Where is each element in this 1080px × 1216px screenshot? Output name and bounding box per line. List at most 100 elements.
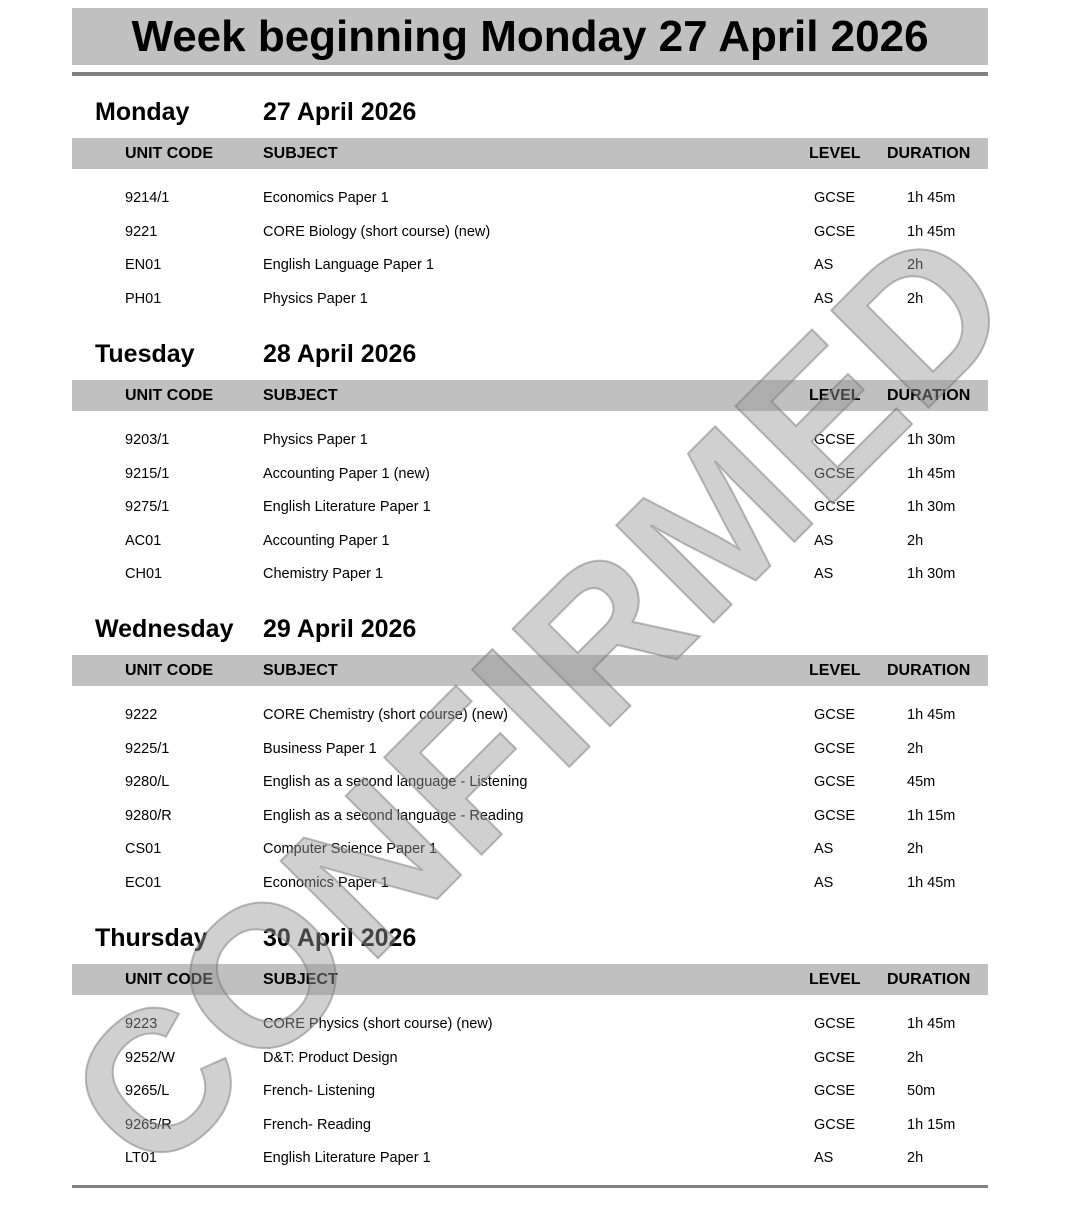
column-header-unit_code: UNIT CODE — [125, 971, 213, 988]
level-cell: GCSE — [814, 1016, 856, 1032]
table-row: CH01 Chemistry Paper 1 AS 1h 30m — [0, 558, 1080, 592]
level-cell: GCSE — [814, 223, 856, 240]
table-row: LT01 English Literature Paper 1 AS 2h — [0, 1142, 1080, 1176]
unit-code-cell: CS01 — [125, 841, 162, 857]
table-header: UNIT CODE SUBJECT LEVEL DURATION — [72, 655, 988, 686]
unit-code-cell: 9265/R — [125, 1116, 172, 1133]
subject-cell: Physics Paper 1 — [263, 290, 368, 307]
day-name: Thursday — [95, 924, 208, 952]
subject-cell: English as a second language - Listening — [263, 774, 528, 790]
level-cell: AS — [814, 257, 834, 273]
table-row: CS01 Computer Science Paper 1 AS 2h — [0, 833, 1080, 867]
table-header: UNIT CODE SUBJECT LEVEL DURATION — [72, 138, 988, 169]
subject-cell: Business Paper 1 — [263, 740, 377, 757]
column-header-level: LEVEL — [809, 145, 861, 162]
duration-cell: 2h — [907, 740, 924, 757]
level-cell: AS — [814, 841, 834, 857]
day-section-thursday: Thursday 30 April 2026 UNIT CODE SUBJECT LEV… — [0, 912, 1080, 1176]
duration-cell: 2h — [907, 1150, 924, 1166]
level-cell: AS — [814, 874, 834, 891]
duration-cell: 50m — [907, 1083, 936, 1099]
duration-cell: 1h 45m — [907, 190, 956, 206]
column-header-unit_code: UNIT CODE — [125, 662, 213, 679]
unit-code-cell: 9203/1 — [125, 432, 170, 448]
day-date: 29 April 2026 — [263, 615, 417, 643]
unit-code-cell: LT01 — [125, 1150, 157, 1166]
bottom-divider — [72, 1185, 988, 1188]
table-row: 9252/W D&T: Product Design GCSE 2h — [0, 1042, 1080, 1076]
table-header: UNIT CODE SUBJECT LEVEL DURATION — [72, 380, 988, 411]
level-cell: GCSE — [814, 1083, 856, 1099]
duration-cell: 1h 30m — [907, 432, 956, 448]
day-heading: Wednesday 29 April 2026 — [0, 603, 1080, 655]
subject-cell: French- Listening — [263, 1083, 376, 1099]
table-row: 9221 CORE Biology (short course) (new) GCS… — [0, 216, 1080, 250]
table-header: UNIT CODE SUBJECT LEVEL DURATION — [72, 964, 988, 995]
table-row: EN01 English Language Paper 1 AS 2h — [0, 249, 1080, 283]
subject-cell: CORE Chemistry (short course) (new) — [263, 707, 508, 723]
unit-code-cell: PH01 — [125, 290, 162, 307]
column-header-duration: DURATION — [887, 662, 971, 679]
day-name: Wednesday — [95, 615, 234, 643]
duration-cell: 1h 45m — [907, 223, 956, 240]
duration-cell: 1h 45m — [907, 465, 956, 482]
day-name: Tuesday — [95, 340, 195, 368]
unit-code-cell: 9223 — [125, 1016, 158, 1032]
unit-code-cell: AC01 — [125, 532, 162, 549]
table-row: 9215/1 Accounting Paper 1 (new) GCSE 1h 45m — [0, 458, 1080, 492]
day-date: 27 April 2026 — [263, 98, 417, 126]
column-header-subject: SUBJECT — [263, 971, 338, 988]
level-cell: GCSE — [814, 190, 856, 206]
duration-cell: 45m — [907, 774, 936, 790]
page-title: Week beginning Monday 27 April 2026 — [72, 8, 988, 65]
unit-code-cell: 9252/W — [125, 1049, 175, 1066]
top-divider — [72, 72, 988, 76]
unit-code-cell: 9275/1 — [125, 499, 170, 515]
subject-cell: Computer Science Paper 1 — [263, 841, 438, 857]
day-section-wednesday: Wednesday 29 April 2026 UNIT CODE SUBJECT LE… — [0, 603, 1080, 900]
column-header-unit_code: UNIT CODE — [125, 387, 213, 404]
column-header-subject: SUBJECT — [263, 662, 338, 679]
day-section-monday: Monday 27 April 2026 UNIT CODE SUBJECT LEVEL… — [0, 86, 1080, 316]
duration-cell: 2h — [907, 1049, 924, 1066]
column-header-unit_code: UNIT CODE — [125, 145, 213, 162]
subject-cell: English Literature Paper 1 — [263, 1150, 431, 1166]
duration-cell: 1h 45m — [907, 1016, 956, 1032]
day-name: Monday — [95, 98, 190, 126]
level-cell: GCSE — [814, 499, 856, 515]
duration-cell: 1h 45m — [907, 874, 956, 891]
subject-cell: Physics Paper 1 — [263, 432, 368, 448]
level-cell: GCSE — [814, 1049, 856, 1066]
day-section-tuesday: Tuesday 28 April 2026 UNIT CODE SUBJECT LEVE… — [0, 328, 1080, 592]
unit-code-cell: 9222 — [125, 707, 158, 723]
unit-code-cell: EC01 — [125, 874, 162, 891]
level-cell: AS — [814, 566, 834, 582]
duration-cell: 1h 15m — [907, 1116, 956, 1133]
day-heading: Thursday 30 April 2026 — [0, 912, 1080, 964]
table-row: 9222 CORE Chemistry (short course) (new) G… — [0, 699, 1080, 733]
subject-cell: D&T: Product Design — [263, 1049, 398, 1066]
day-date: 30 April 2026 — [263, 924, 417, 952]
column-header-subject: SUBJECT — [263, 145, 338, 162]
column-header-duration: DURATION — [887, 387, 971, 404]
duration-cell: 1h 30m — [907, 566, 956, 582]
unit-code-cell: 9214/1 — [125, 190, 170, 206]
duration-cell: 2h — [907, 290, 924, 307]
table-row: 9265/R French- Reading GCSE 1h 15m — [0, 1109, 1080, 1143]
subject-cell: English Literature Paper 1 — [263, 499, 431, 515]
day-heading: Monday 27 April 2026 — [0, 86, 1080, 138]
duration-cell: 1h 15m — [907, 807, 956, 824]
table-row: EC01 Economics Paper 1 AS 1h 45m — [0, 867, 1080, 901]
unit-code-cell: 9280/R — [125, 807, 172, 824]
level-cell: GCSE — [814, 807, 856, 824]
table-row: 9275/1 English Literature Paper 1 GCSE 1h 3… — [0, 491, 1080, 525]
column-header-duration: DURATION — [887, 145, 971, 162]
subject-cell: English as a second language - Reading — [263, 807, 524, 824]
day-date: 28 April 2026 — [263, 340, 417, 368]
subject-cell: Chemistry Paper 1 — [263, 566, 384, 582]
subject-cell: French- Reading — [263, 1116, 371, 1133]
unit-code-cell: 9280/L — [125, 774, 170, 790]
level-cell: GCSE — [814, 432, 856, 448]
table-row: 9225/1 Business Paper 1 GCSE 2h — [0, 733, 1080, 767]
column-header-level: LEVEL — [809, 662, 861, 679]
